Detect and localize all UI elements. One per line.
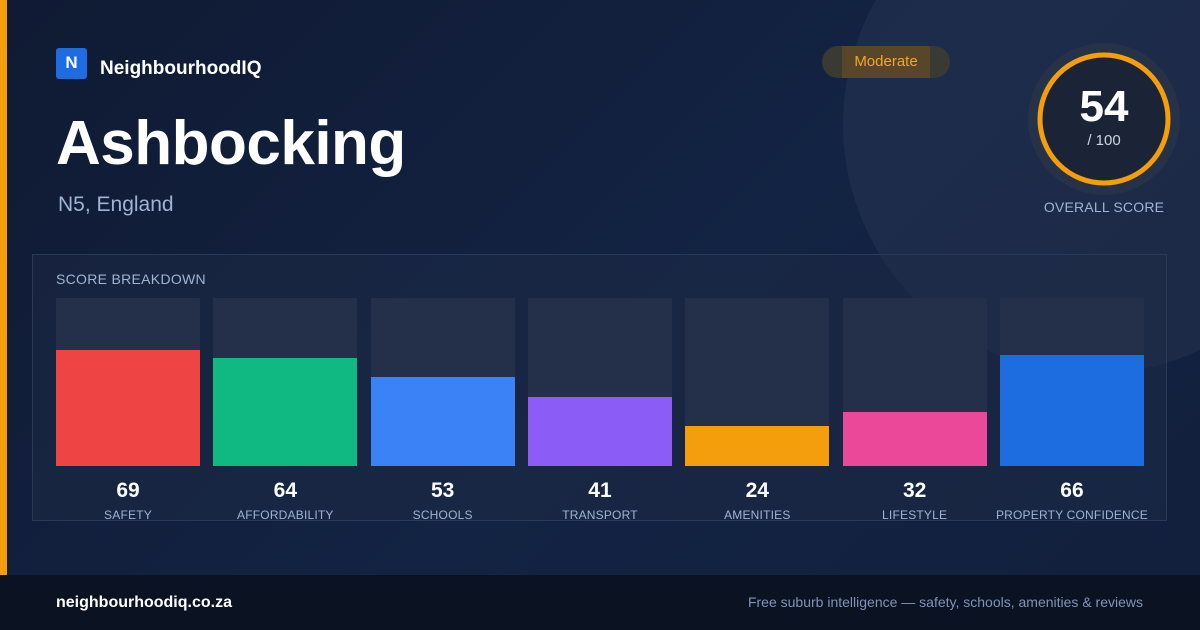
footer-domain: neighbourhoodiq.co.za [56,594,232,611]
bar-fill [842,412,987,466]
rating-badge-highlight [842,46,930,78]
suburb-location: N5, England [58,193,174,216]
suburb-title: Ashbocking [56,109,406,178]
bar-value: 69 [116,479,140,502]
bar-label: PROPERTY CONFIDENCE [995,508,1148,522]
bar-fill [370,376,515,466]
bar-value: 64 [273,479,297,502]
bar-fill [527,397,672,466]
overall-score-ring [1028,43,1180,195]
hero-panel: N NeighbourhoodIQ Ashbocking N5, England… [0,0,1200,575]
score-ring-inner [1042,57,1166,181]
bar-value: 41 [588,479,612,502]
bar-label: AFFORDABILITY [237,508,334,522]
brand-name: NeighbourhoodIQ [100,58,262,79]
bar-track [685,298,830,466]
bar-label: TRANSPORT [562,508,638,522]
bar-column: 66 PROPERTY CONFIDENCE [996,298,1148,522]
bar-track [999,298,1144,466]
brand-logo-icon: N [56,47,87,79]
rating-badge: Moderate [822,46,950,78]
bar-column: 53 SCHOOLS [370,298,515,522]
overall-score-max: / 100 [1087,132,1121,149]
rating-label: Moderate [854,53,918,70]
bar-column: 64 AFFORDABILITY [213,298,358,522]
bar-label: SAFETY [104,508,152,522]
bar-value: 66 [1060,479,1084,502]
overall-score-caption: OVERALL SCORE [1043,199,1165,215]
bar-label: LIFESTYLE [882,508,948,522]
bar-track [56,298,200,466]
bar-label: SCHOOLS [412,508,473,522]
bar-column: 32 LIFESTYLE [842,298,987,522]
bar-track [842,298,987,466]
bar-value: 32 [902,479,927,502]
bar-fill [56,350,200,466]
footer: neighbourhoodiq.co.za Free suburb intell… [0,575,1200,630]
overall-score-value: 54 [1079,82,1129,131]
brand: N NeighbourhoodIQ [56,46,261,80]
footer-tagline: Free suburb intelligence — safety, schoo… [747,594,1143,610]
bar-track [370,298,515,466]
score-ring-arc [1037,52,1171,186]
score-breakdown-bars: 69 SAFETY 64 AFFORDABILITY 53 SCHOOLS 41 TRANSP… [56,298,1148,522]
bar-value: 24 [745,479,769,502]
bar-track [527,298,672,466]
bar-column: 24 AMENITIES [685,298,830,522]
bar-value: 53 [430,479,455,502]
bar-column: 41 TRANSPORT [527,298,672,522]
bar-column: 69 SAFETY [56,298,200,522]
score-breakdown-title: SCORE BREAKDOWN [56,271,206,287]
bar-label: AMENITIES [724,508,791,522]
bar-track [213,298,358,466]
bar-fill [999,355,1144,466]
bar-fill [685,425,830,466]
bar-fill [213,358,358,466]
accent-bar [0,0,7,575]
